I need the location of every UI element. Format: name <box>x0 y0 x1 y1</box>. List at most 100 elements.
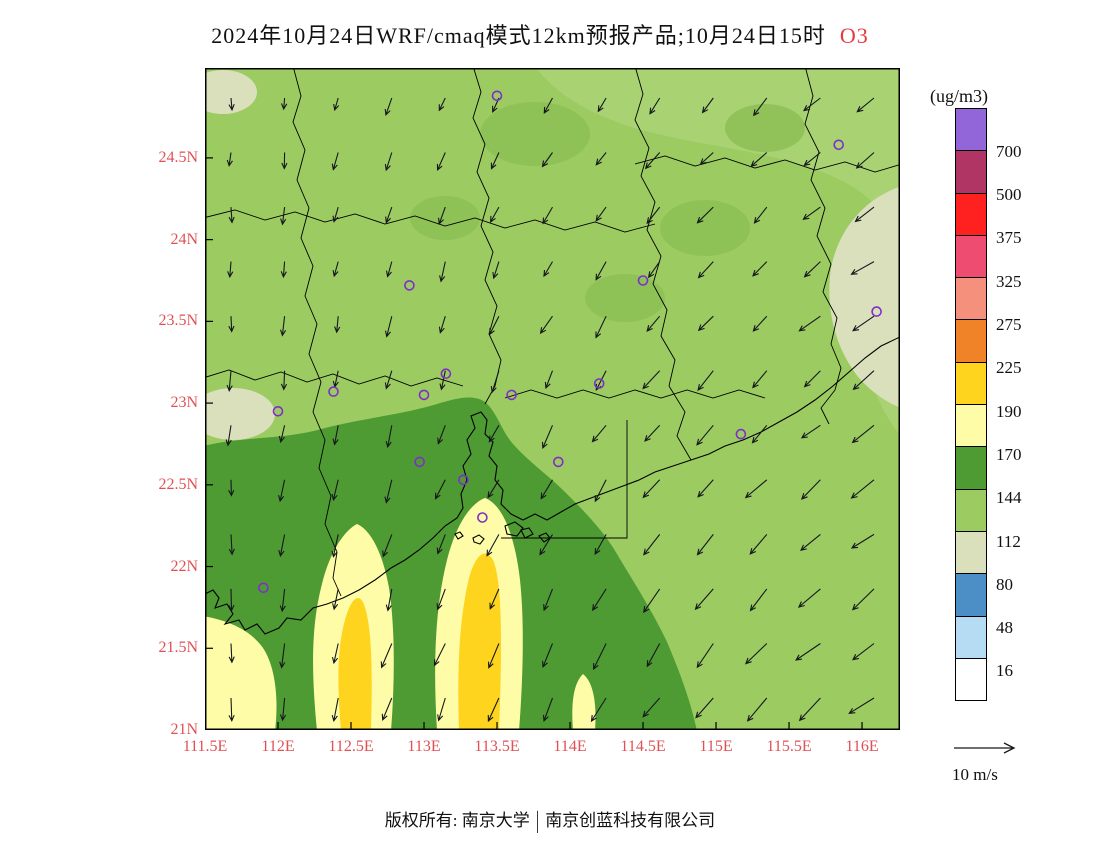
colorbar-block <box>955 404 987 448</box>
colorbar-tick-label: 225 <box>996 358 1022 378</box>
colorbar-block <box>955 530 987 575</box>
lon-tick-label: 113E <box>407 738 441 755</box>
wind-arrow <box>541 425 554 450</box>
wind-arrow <box>851 424 875 444</box>
wind-arrow <box>746 697 768 722</box>
lat-tick-label: 21N <box>170 721 198 738</box>
wind-arrow <box>646 643 661 668</box>
wind-arrow <box>591 424 607 443</box>
lon-tick-label: 115E <box>699 738 733 755</box>
wind-arrow <box>278 425 286 444</box>
wind-arrow <box>433 643 446 667</box>
wind-arrow <box>646 315 661 332</box>
station-marker <box>477 512 488 523</box>
wind-arrow <box>593 643 607 671</box>
wind-vectors <box>225 97 875 723</box>
lon-tick-label: 111.5E <box>182 738 228 755</box>
wind-arrow <box>380 643 393 669</box>
wind-arrow <box>798 697 821 722</box>
wind-arrow <box>753 97 768 117</box>
wind-arrow <box>278 479 286 503</box>
wind-arrow <box>437 697 446 722</box>
wind-arrow <box>488 425 500 443</box>
lon-tick-label: 115.5E <box>766 738 812 755</box>
wind-arrow <box>281 152 288 170</box>
wind-arrow <box>642 479 661 499</box>
station-marker <box>735 428 747 440</box>
wind-arrow <box>749 588 768 612</box>
wind-arrow <box>752 315 768 332</box>
wind-arrow <box>489 315 500 336</box>
wind-reference-legend: 10 m/s <box>952 738 1042 785</box>
lon-axis-labels: 111.5E 112E 112.5E 113E 113.5E 114E 114.5E 115E… <box>183 738 905 762</box>
lon-tick-label: 112E <box>261 738 295 755</box>
wind-arrow <box>331 643 339 665</box>
o3-fill-gold-core <box>338 553 501 730</box>
wind-arrow <box>542 697 554 722</box>
colorbar-tick-labels: 700 500 375 325 275 225 190 170 144 112 80 48 16 <box>996 109 1056 715</box>
colorbar-tick-label: 325 <box>996 271 1022 291</box>
wind-arrow <box>384 316 393 338</box>
wind-arrow <box>696 206 714 224</box>
o3-fill-sage <box>205 70 900 440</box>
forecast-map-svg <box>205 68 900 730</box>
wind-arrow <box>752 370 768 389</box>
wind-arrow <box>539 315 553 335</box>
wind-arrow <box>331 152 339 171</box>
wind-arrow <box>384 370 393 390</box>
wind-arrow <box>331 479 339 502</box>
station-marker <box>637 275 649 286</box>
wind-arrow <box>802 206 821 221</box>
wind-arrow <box>384 479 393 504</box>
title-species: O3 <box>839 23 869 48</box>
wind-arrow <box>228 697 235 722</box>
coastline <box>205 336 900 635</box>
colorbar-tick-label: 375 <box>996 228 1022 248</box>
wind-arrow <box>642 370 661 390</box>
wind-arrow <box>436 534 446 555</box>
colorbar-block <box>955 319 987 363</box>
lat-tick-label: 23N <box>170 394 198 412</box>
wind-arrow <box>696 534 714 556</box>
wind-arrow <box>228 316 235 333</box>
colorbar-tick-label: 112 <box>996 531 1021 551</box>
wind-arrow <box>333 97 340 112</box>
wind-arrow <box>544 370 554 390</box>
wind-arrow <box>279 643 286 669</box>
wind-arrow <box>486 534 500 557</box>
wind-arrow <box>540 479 553 500</box>
station-marker <box>552 456 564 468</box>
colorbar-tick-label: 80 <box>996 574 1013 594</box>
colorbar-tick-label: 275 <box>996 315 1022 334</box>
lat-axis-labels: 24.5N 24N 23.5N 23N 22.5N 22N 21.5N 21N <box>120 68 198 738</box>
wind-arrow <box>334 316 341 334</box>
wind-arrow <box>492 261 500 280</box>
map-frame <box>205 68 900 730</box>
station-marker <box>440 368 452 380</box>
wind-arrow <box>643 588 661 614</box>
wind-arrow <box>803 261 821 278</box>
wind-arrow <box>439 370 446 391</box>
wind-arrow <box>851 588 875 611</box>
wind-arrow <box>543 588 554 612</box>
wind-arrow <box>384 152 393 172</box>
wind-arrow <box>226 152 233 167</box>
colorbar-block <box>955 108 987 152</box>
wind-arrow <box>489 206 500 224</box>
wind-arrow <box>594 479 607 503</box>
station-marker <box>258 582 269 594</box>
wind-arrow <box>649 97 661 115</box>
wind-arrow <box>595 206 607 222</box>
wind-arrow <box>801 479 821 500</box>
wind-arrow <box>750 152 768 168</box>
wind-arrow <box>642 697 661 718</box>
wind-arrow <box>697 261 714 279</box>
wind-arrow <box>332 206 339 223</box>
province-boundaries <box>205 68 900 597</box>
wind-arrow <box>541 152 553 168</box>
footer-divider: | <box>535 807 540 834</box>
wind-arrow <box>385 425 393 449</box>
station-marker <box>328 386 339 397</box>
wind-arrow <box>490 370 500 394</box>
